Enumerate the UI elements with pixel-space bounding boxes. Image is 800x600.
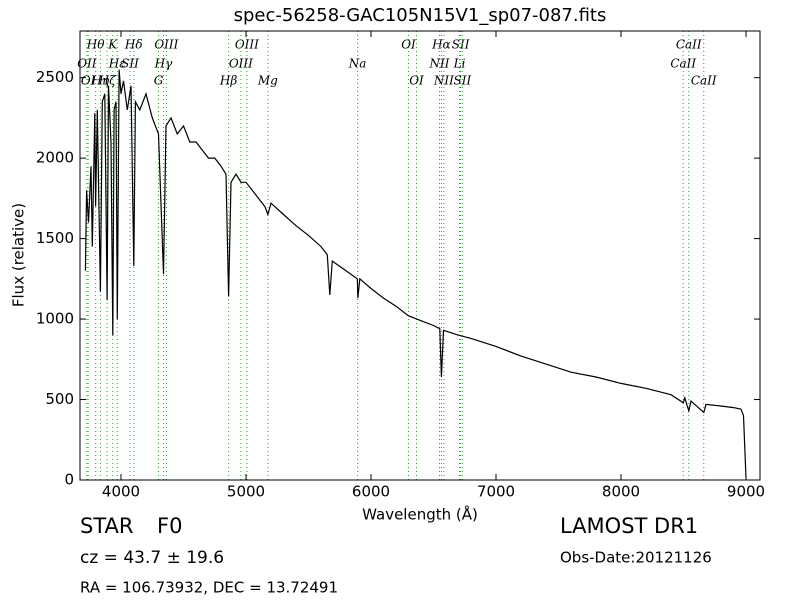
spectral-line-label: Hα: [431, 38, 451, 52]
y-tick-label: 1500: [36, 229, 74, 247]
spectral-line-label: SII: [121, 57, 139, 71]
spectral-line-label: NII: [429, 57, 450, 71]
y-axis-label: Flux (relative): [10, 203, 28, 307]
spectral-line-label: Hη: [91, 74, 110, 88]
spectral-line-label: SII: [454, 74, 472, 88]
spectral-line-label: Hζ: [98, 74, 117, 88]
subclass: F0: [157, 514, 182, 538]
y-tick-label: 0: [64, 471, 74, 489]
spectral-line-label: Hε: [108, 57, 126, 71]
spectrum-line: [84, 69, 747, 479]
spectral-line-label: Hβ: [219, 74, 237, 88]
y-tick-label: 1000: [36, 310, 74, 328]
obs-date: Obs-Date:20121126: [560, 549, 712, 567]
spectral-line-label: SII: [452, 38, 470, 52]
coordinates: RA = 106.73932, DEC = 13.72491: [80, 579, 338, 597]
x-tick-label: 6000: [352, 483, 390, 501]
spectral-line-label: OI: [401, 38, 416, 52]
spectral-line-label: OIII: [154, 38, 178, 52]
x-tick-label: 9000: [727, 483, 765, 501]
spectral-line-label: OIII: [229, 57, 253, 71]
x-tick-label: 8000: [602, 483, 640, 501]
spectral-line-label: Hδ: [124, 38, 143, 52]
spectral-line-label: NII: [433, 74, 454, 88]
spectral-line-label: CaII: [670, 57, 696, 71]
x-axis-label: Wavelength (Å): [362, 505, 478, 524]
spectral-line-label: OI: [81, 74, 96, 88]
survey: LAMOST DR1: [560, 514, 698, 538]
plot-frame: [79, 30, 761, 481]
spectral-line-label: OII: [77, 57, 97, 71]
spectral-line-label: Na: [348, 57, 367, 71]
x-tick-label: 4000: [102, 483, 140, 501]
spectral-line-label: Li: [453, 57, 466, 71]
redshift: cz = 43.7 ± 19.6: [80, 548, 224, 568]
spectral-line-label: Hθ: [86, 38, 105, 52]
x-tick-label: 7000: [477, 483, 515, 501]
spectral-line-label: Hγ: [154, 57, 173, 71]
spectral-line-label: OIII: [235, 38, 259, 52]
spectral-line-label: K: [107, 38, 118, 52]
chart-title: spec-56258-GAC105N15V1_sp07-087.fits: [234, 5, 607, 26]
spectral-line-label: CaII: [691, 74, 717, 88]
spectral-line-label: G: [154, 74, 164, 88]
spectral-line-label: Mg: [257, 74, 278, 88]
y-tick-label: 2500: [36, 68, 74, 86]
y-tick-label: 2000: [36, 149, 74, 167]
spectral-line-label: CaII: [676, 38, 702, 52]
object-class: STAR: [80, 514, 133, 538]
x-tick-label: 5000: [227, 483, 265, 501]
spectral-line-label: OI: [409, 74, 424, 88]
y-tick-label: 500: [45, 390, 74, 408]
